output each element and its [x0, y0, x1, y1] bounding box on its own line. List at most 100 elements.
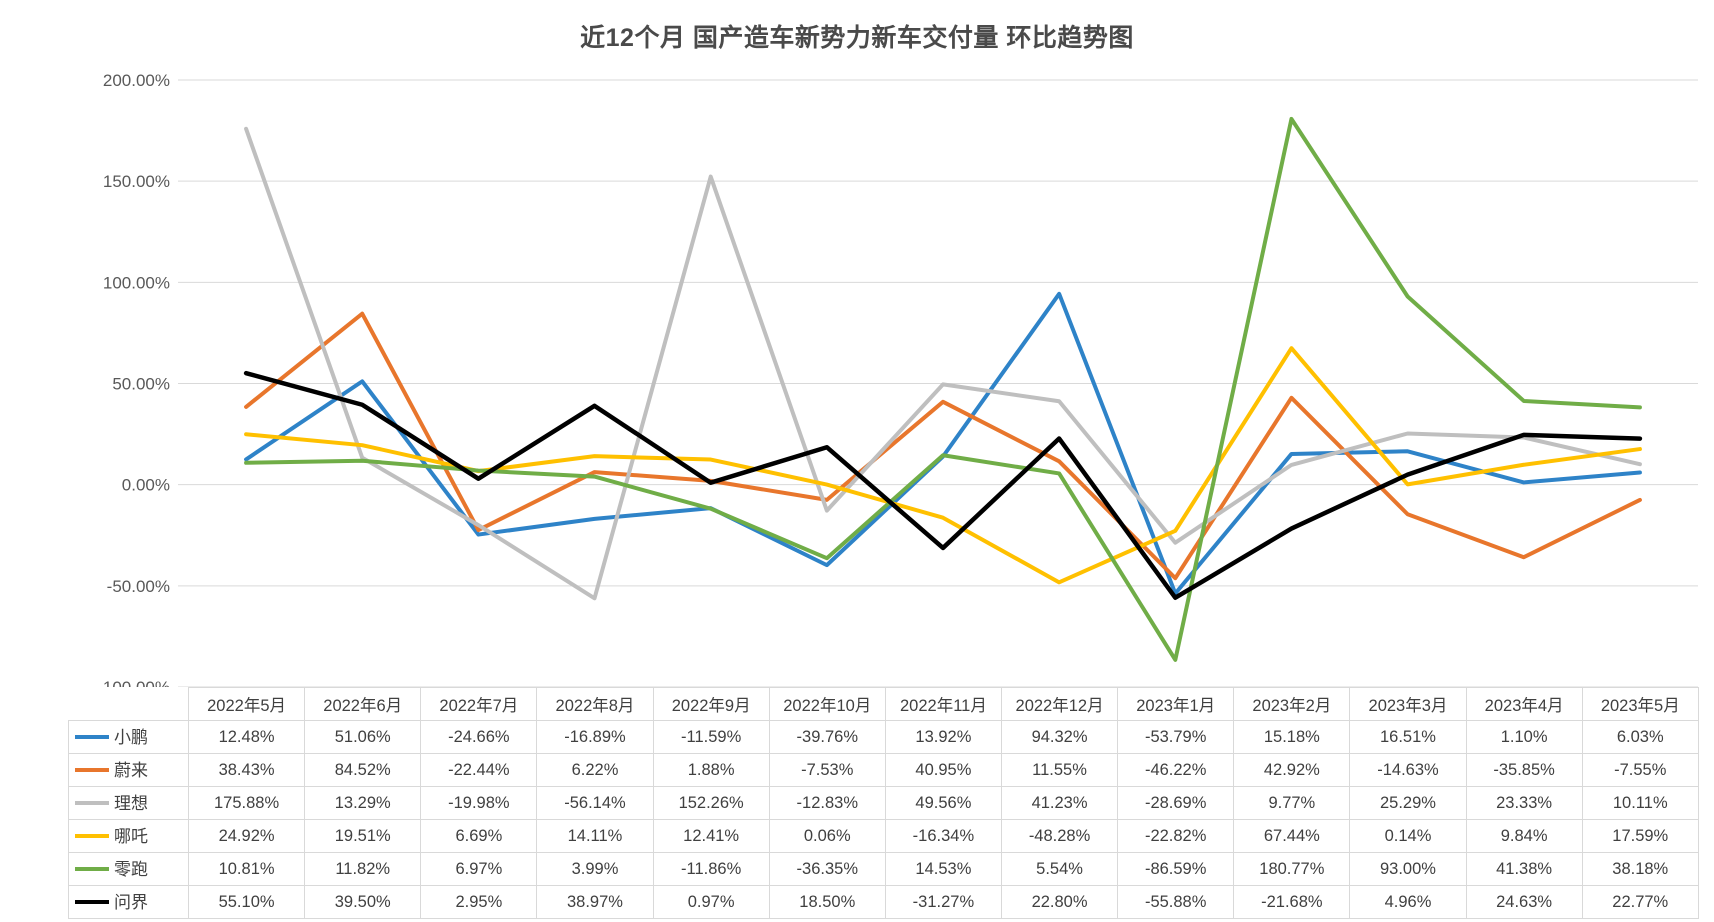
table-cell: -16.89%: [536, 720, 654, 754]
table-cell: -11.86%: [652, 852, 770, 886]
table-cell: 152.26%: [652, 786, 770, 820]
table-cell: 4.96%: [1349, 885, 1467, 919]
table-cell: 84.52%: [304, 753, 422, 787]
table-cell: 0.06%: [768, 819, 886, 853]
table-cell: 23.33%: [1465, 786, 1583, 820]
table-cell: 2.95%: [420, 885, 538, 919]
y-axis-tick-label: 0.00%: [122, 476, 170, 495]
series-line-问界: [243, 370, 1643, 600]
table-cell: 6.69%: [420, 819, 538, 853]
table-cell: 38.97%: [536, 885, 654, 919]
table-cell: -7.55%: [1581, 753, 1699, 787]
legend-entry-4: 零跑: [68, 852, 189, 886]
table-cell: 14.11%: [536, 819, 654, 853]
legend-series-label: 小鹏: [114, 727, 148, 747]
table-cell: 24.63%: [1465, 885, 1583, 919]
table-cell: -22.44%: [420, 753, 538, 787]
table-cell: -36.35%: [768, 852, 886, 886]
table-cell: -39.76%: [768, 720, 886, 754]
legend-series-label: 哪吒: [114, 826, 148, 846]
table-cell: 38.18%: [1581, 852, 1699, 886]
table-cell: 18.50%: [768, 885, 886, 919]
table-cell: 38.43%: [187, 753, 306, 787]
legend-series-label: 理想: [114, 793, 148, 813]
y-axis-tick-label: -100.00%: [97, 678, 170, 687]
table-cell: -12.83%: [768, 786, 886, 820]
legend-entry-3: 哪吒: [68, 819, 189, 853]
table-cell: 19.51%: [304, 819, 422, 853]
table-cell: 9.77%: [1233, 786, 1351, 820]
line-chart-svg: 200.00% 150.00% 100.00% 50.00% 0.00% -50.00% -…: [97, 71, 1698, 687]
table-cell: 39.50%: [304, 885, 422, 919]
series-line-零跑: [244, 116, 1642, 662]
table-cell: 55.10%: [187, 885, 306, 919]
table-cell: -86.59%: [1117, 852, 1235, 886]
table-cell: -22.82%: [1117, 819, 1235, 853]
table-column-header: 2022年8月: [536, 687, 654, 721]
table-cell: -24.66%: [420, 720, 538, 754]
table-cell: 12.48%: [187, 720, 306, 754]
table-column-header: 2023年1月: [1117, 687, 1235, 721]
legend-entry-5: 问界: [68, 885, 189, 919]
legend-entry-1: 蔚来: [68, 753, 189, 787]
table-cell: 6.03%: [1581, 720, 1699, 754]
table-column-header: 2023年2月: [1233, 687, 1351, 721]
table-corner-cell: [69, 688, 189, 721]
legend-entry-0: 小鹏: [68, 720, 189, 754]
table-cell: 180.77%: [1233, 852, 1351, 886]
table-cell: 9.84%: [1465, 819, 1583, 853]
table-cell: 40.95%: [884, 753, 1002, 787]
table-column-header: 2022年5月: [187, 687, 306, 721]
legend-line-swatch-icon: [75, 768, 109, 772]
table-cell: -46.22%: [1117, 753, 1235, 787]
table-column-header: 2022年6月: [304, 687, 422, 721]
table-cell: -31.27%: [884, 885, 1002, 919]
table-column-header: 2022年10月: [768, 687, 886, 721]
table-row: 问界 55.10% 39.50% 2.95% 38.97% 0.97% 18.50% -31.…: [68, 885, 1699, 919]
table-row: 理想 175.88% 13.29% -19.98% -56.14% 152.26% -12.…: [68, 786, 1699, 820]
chart-data-table: 2022年5月 2022年6月 2022年7月 2022年8月 2022年9月 2022年…: [68, 687, 1699, 919]
table-cell: -56.14%: [536, 786, 654, 820]
table-cell: 10.81%: [187, 852, 306, 886]
table-cell: 25.29%: [1349, 786, 1467, 820]
table-cell: 11.82%: [304, 852, 422, 886]
table-cell: 14.53%: [884, 852, 1002, 886]
table-column-header: 2022年7月: [420, 687, 538, 721]
table-cell: 0.14%: [1349, 819, 1467, 853]
table-cell: -55.88%: [1117, 885, 1235, 919]
y-axis-tick-label: 100.00%: [103, 273, 170, 292]
table-cell: 17.59%: [1581, 819, 1699, 853]
table-cell: 6.22%: [536, 753, 654, 787]
chart-plot-area: 200.00% 150.00% 100.00% 50.00% 0.00% -50.00% -…: [0, 62, 1714, 687]
y-axis-tick-label: 200.00%: [103, 71, 170, 90]
table-row: 蔚来 38.43% 84.52% -22.44% 6.22% 1.88% -7.53% 40.…: [68, 753, 1699, 787]
table-cell: 41.38%: [1465, 852, 1583, 886]
table-cell: -7.53%: [768, 753, 886, 787]
legend-series-label: 零跑: [114, 859, 148, 879]
table-cell: -28.69%: [1117, 786, 1235, 820]
table-cell: -11.59%: [652, 720, 770, 754]
table-cell: 41.23%: [1000, 786, 1119, 820]
legend-line-swatch-icon: [75, 867, 109, 871]
page-title: 近12个月 国产造车新势力新车交付量 环比趋势图: [580, 24, 1134, 52]
table-cell: 49.56%: [884, 786, 1002, 820]
table-cell: 22.80%: [1000, 885, 1119, 919]
table-cell: -53.79%: [1117, 720, 1235, 754]
table-cell: 13.29%: [304, 786, 422, 820]
table-cell: 22.77%: [1581, 885, 1699, 919]
table-cell: 5.54%: [1000, 852, 1119, 886]
table-cell: 3.99%: [536, 852, 654, 886]
table-cell: 16.51%: [1349, 720, 1467, 754]
legend-line-swatch-icon: [75, 834, 109, 838]
table-cell: 42.92%: [1233, 753, 1351, 787]
table-cell: 94.32%: [1000, 720, 1119, 754]
table-cell: 6.97%: [420, 852, 538, 886]
table-cell: 67.44%: [1233, 819, 1351, 853]
table-column-header: 2023年5月: [1581, 687, 1699, 721]
table-column-header: 2023年4月: [1465, 687, 1583, 721]
table-cell: -14.63%: [1349, 753, 1467, 787]
table-row: 小鹏 12.48% 51.06% -24.66% -16.89% -11.59% -39.7…: [68, 720, 1699, 754]
legend-line-swatch-icon: [75, 801, 109, 805]
table-header-row: 2022年5月 2022年6月 2022年7月 2022年8月 2022年9月 2022年…: [69, 687, 1699, 721]
